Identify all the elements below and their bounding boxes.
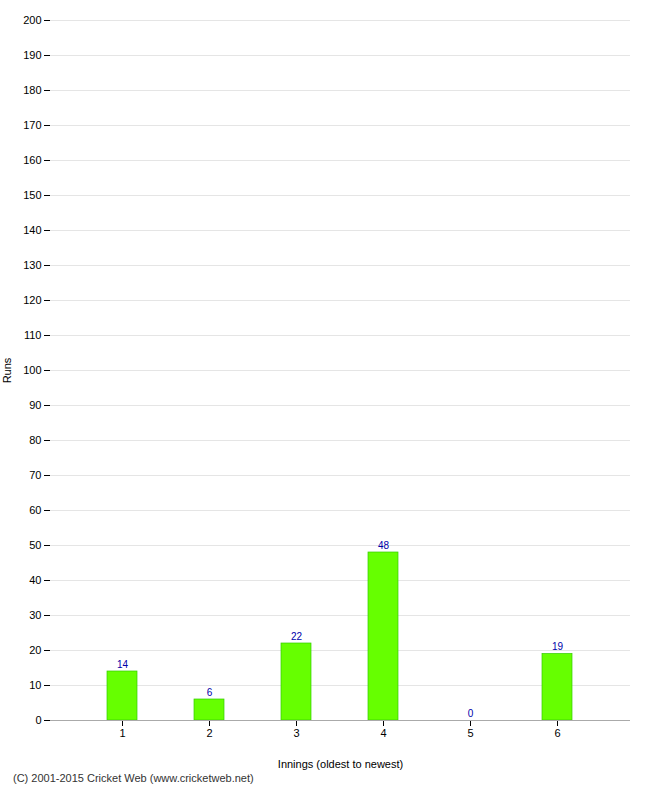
svg-text:0: 0	[468, 708, 474, 719]
svg-text:10: 10	[29, 679, 41, 691]
svg-text:48: 48	[378, 540, 390, 551]
svg-text:40: 40	[29, 574, 41, 586]
svg-text:100: 100	[23, 364, 41, 376]
svg-text:14: 14	[117, 659, 129, 670]
svg-text:110: 110	[24, 329, 42, 341]
svg-text:120: 120	[23, 294, 41, 306]
svg-text:6: 6	[207, 687, 213, 698]
svg-text:140: 140	[23, 224, 41, 236]
svg-text:4: 4	[380, 727, 386, 739]
svg-text:0: 0	[35, 714, 41, 726]
svg-text:190: 190	[23, 49, 41, 61]
svg-text:150: 150	[23, 189, 41, 201]
svg-text:6: 6	[554, 727, 560, 739]
svg-text:19: 19	[552, 641, 564, 652]
svg-text:200: 200	[23, 14, 41, 26]
svg-text:170: 170	[23, 119, 41, 131]
svg-text:130: 130	[23, 259, 41, 271]
svg-text:160: 160	[23, 154, 41, 166]
svg-text:60: 60	[29, 504, 41, 516]
svg-text:5: 5	[467, 727, 473, 739]
svg-text:50: 50	[29, 539, 41, 551]
html-text:(C) 2001-2015 Cricket Web (www: (C) 2001-2015 Cricket Web (www.cricketwe…	[13, 772, 254, 784]
svg-text:Runs: Runs	[1, 357, 13, 383]
svg-text:1: 1	[119, 727, 125, 739]
svg-text:22: 22	[291, 631, 303, 642]
svg-text:80: 80	[29, 434, 41, 446]
svg-text:90: 90	[29, 399, 41, 411]
svg-text:180: 180	[23, 84, 41, 96]
svg-text:30: 30	[29, 609, 41, 621]
svg-text:70: 70	[29, 469, 41, 481]
svg-text:2: 2	[206, 727, 212, 739]
svg-text:20: 20	[29, 644, 41, 656]
svg-text:3: 3	[293, 727, 299, 739]
svg-text:Innings (oldest to newest): Innings (oldest to newest)	[278, 758, 403, 770]
